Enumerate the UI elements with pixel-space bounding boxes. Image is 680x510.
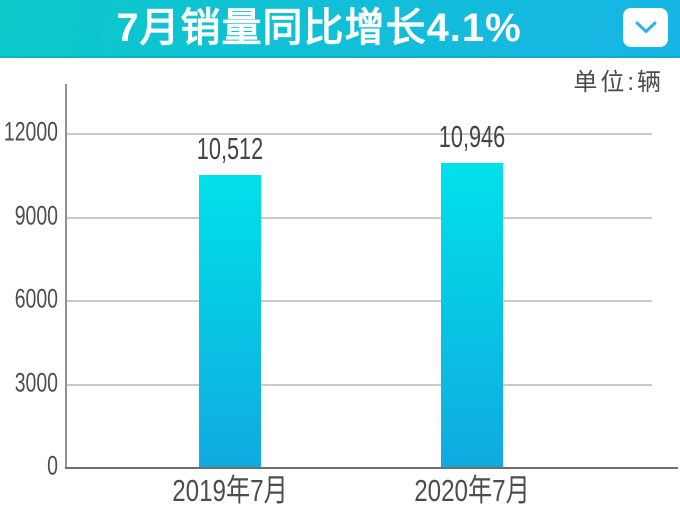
bar-value-label: 10,512 <box>196 131 264 167</box>
y-axis-tick-label: 6000 <box>14 283 58 314</box>
y-axis-tick-label: 12000 <box>3 116 58 147</box>
gridline <box>65 383 652 386</box>
y-axis-tick-label: 0 <box>47 450 58 481</box>
bar-value-label: 10,946 <box>438 119 506 155</box>
gridline <box>65 216 652 219</box>
page-title: 7月销量同比增长4.1% <box>116 6 522 50</box>
x-axis-label: 2019年7月 <box>172 473 288 508</box>
collapse-button[interactable] <box>623 8 668 47</box>
unit-label: 单位:辆 <box>573 69 664 96</box>
x-axis-line <box>65 467 678 469</box>
y-axis-tick-label: 3000 <box>14 367 58 397</box>
bar-2019年7月 <box>199 175 261 467</box>
x-axis-label: 2020年7月 <box>414 473 530 508</box>
chevron-down-icon <box>635 21 657 34</box>
y-axis-tick-label: 9000 <box>14 200 58 230</box>
header-banner: 7月销量同比增长4.1% <box>0 0 680 58</box>
y-axis-line <box>65 84 67 468</box>
gridline <box>65 300 652 302</box>
gridline <box>65 133 652 135</box>
bar-2020年7月 <box>441 163 503 467</box>
